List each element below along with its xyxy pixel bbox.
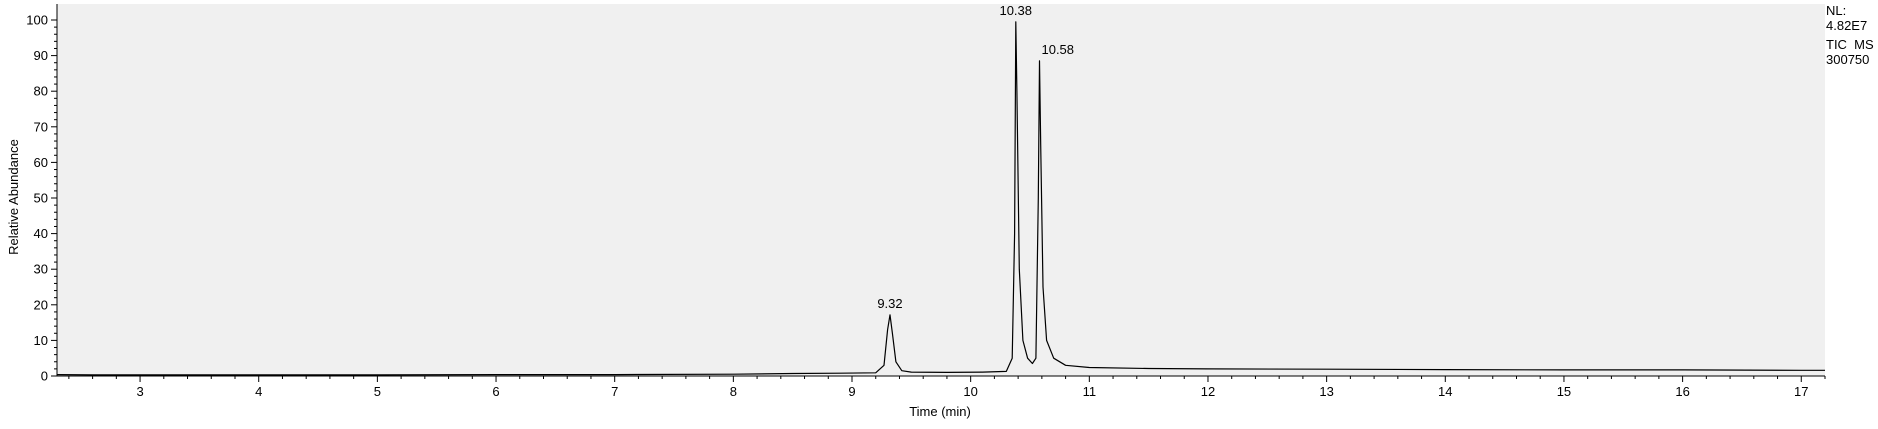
y-tick-label: 0 <box>41 369 48 384</box>
x-tick-label: 9 <box>848 384 855 399</box>
y-tick-label: 100 <box>26 13 48 28</box>
peak-label: 10.58 <box>1041 42 1074 57</box>
x-axis-label: Time (min) <box>909 404 971 419</box>
peak-label: 10.38 <box>999 3 1032 18</box>
x-tick-label: 7 <box>611 384 618 399</box>
x-tick-label: 5 <box>374 384 381 399</box>
y-tick-label: 30 <box>34 262 48 277</box>
peak-label: 9.32 <box>877 296 902 311</box>
y-tick-label: 40 <box>34 226 48 241</box>
y-tick-label: 20 <box>34 297 48 312</box>
x-tick-label: 10 <box>963 384 977 399</box>
x-tick-label: 3 <box>136 384 143 399</box>
scan-filter: TIC MS <box>1826 37 1874 52</box>
x-tick-label: 14 <box>1438 384 1452 399</box>
tic-trace <box>56 21 1825 376</box>
x-tick-label: 17 <box>1794 384 1808 399</box>
y-tick-label: 60 <box>34 155 48 170</box>
x-tick-label: 8 <box>730 384 737 399</box>
nl-label: NL: <box>1826 3 1847 18</box>
x-tick-label: 11 <box>1083 384 1097 399</box>
y-tick-label: 90 <box>34 48 48 63</box>
y-axis-label: Relative Abundance <box>6 139 21 255</box>
x-tick-label: 12 <box>1201 384 1215 399</box>
x-tick-label: 15 <box>1557 384 1571 399</box>
nl-value: 4.82E7 <box>1826 18 1868 33</box>
sample-name: 300750 <box>1826 52 1870 67</box>
y-tick-label: 80 <box>34 84 48 99</box>
y-tick-label: 70 <box>34 119 48 134</box>
x-tick-label: 16 <box>1675 384 1689 399</box>
x-tick-label: 6 <box>492 384 499 399</box>
x-tick-label: 13 <box>1319 384 1333 399</box>
y-tick-label: 10 <box>34 333 48 348</box>
y-tick-label: 50 <box>34 191 48 206</box>
x-tick-label: 4 <box>255 384 262 399</box>
plot-area <box>57 4 1825 376</box>
